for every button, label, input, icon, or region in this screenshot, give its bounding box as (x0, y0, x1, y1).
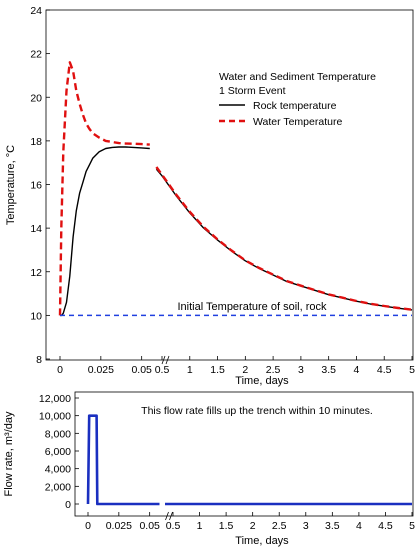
flow-y-tick-label: 8,000 (45, 428, 71, 440)
temperature-chart: 8 10 12 14 16 18 20 22 24 0 0.025 0.05 0.5 1 1.5 2 2.5 3… (5, 5, 415, 387)
temperature-y-tick-label: 18 (30, 136, 42, 148)
flow-x-tick-label: 3 (303, 520, 309, 532)
temperature-x-tick-label: 1 (187, 364, 193, 376)
legend-title-line1: Water and Sediment Temperature (219, 71, 376, 83)
rock-temperature-segment2 (155, 168, 413, 311)
flow-x-tick-label: 0.5 (166, 520, 181, 532)
flow-x-tick-label: 0.05 (139, 520, 160, 532)
temperature-x-tick-label: 3.5 (321, 364, 336, 376)
legend-water-label: Water Temperature (253, 116, 342, 128)
temperature-y-tick-label: 14 (30, 223, 42, 235)
flow-rate-series (86, 414, 412, 506)
temperature-y-tick-label: 16 (30, 180, 42, 192)
flow-x-tick-label: 5 (409, 520, 415, 532)
temperature-x-tick-label: 0 (57, 364, 63, 376)
flow-y-tick-label: 0 (65, 499, 71, 511)
temperature-y-axis-label: Temperature, °C (5, 145, 17, 225)
rock-temperature-segment1 (60, 146, 150, 317)
flow-axis-break-mark (169, 511, 173, 521)
temperature-x-tick-label: 0.05 (131, 364, 152, 376)
flow-y-tick-label: 10,000 (39, 411, 71, 423)
water-temperature-segment2 (155, 166, 413, 311)
temperature-x-tick-label: 4 (354, 364, 360, 376)
flow-x-tick-label: 1 (197, 520, 203, 532)
temperature-y-ticks: 8 10 12 14 16 18 20 22 24 (30, 5, 50, 366)
flow-x-tick-label: 4 (356, 520, 362, 532)
flow-x-tick-label: 0 (85, 520, 91, 532)
temperature-y-tick-label: 24 (30, 5, 42, 17)
flow-rate-y-axis-label: Flow rate, m³/day (3, 411, 15, 496)
flow-rate-annotation: This flow rate fills up the trench withi… (141, 405, 373, 417)
water-temperature-segment1 (58, 61, 150, 316)
flow-y-tick-label: 6,000 (45, 446, 71, 458)
temperature-x-tick-label: 5 (409, 364, 415, 376)
flow-rate-y-ticks: 0 2,000 4,000 6,000 8,000 10,000 12,000 (39, 393, 79, 511)
flow-x-tick-label: 0.025 (106, 520, 132, 532)
legend-title-line2: 1 Storm Event (219, 85, 286, 97)
flow-rate-plot-frame (74, 391, 414, 517)
flow-x-tick-label: 4.5 (378, 520, 393, 532)
flow-series-segment1 (86, 414, 160, 506)
flow-x-tick-label: 2 (250, 520, 256, 532)
temperature-x-axis-label: Time, days (235, 375, 289, 387)
temperature-series (58, 61, 413, 317)
flow-x-tick-label: 2.5 (272, 520, 287, 532)
initial-temperature-annotation: Initial Temperature of soil, rock (178, 301, 327, 313)
temperature-y-tick-label: 12 (30, 267, 42, 279)
temperature-x-tick-label: 0.025 (88, 364, 114, 376)
flow-rate-x-ticks: 0 0.025 0.05 0.5 1 1.5 2 2.5 3 3.5 4 4.5 5 (85, 511, 415, 532)
flow-y-tick-label: 4,000 (45, 464, 71, 476)
flow-axis-break-mark (165, 511, 169, 521)
temperature-axis-break-mark (165, 355, 170, 365)
flow-rate-chart: 0 2,000 4,000 6,000 8,000 10,000 12,000 0 0.025… (3, 391, 415, 547)
temperature-legend: Water and Sediment Temperature 1 Storm E… (211, 67, 388, 131)
flow-y-tick-label: 12,000 (39, 393, 71, 405)
temperature-y-tick-label: 20 (30, 92, 42, 104)
flow-rate-x-axis-label: Time, days (235, 535, 289, 547)
temperature-x-tick-label: 3 (298, 364, 304, 376)
flow-x-tick-label: 1.5 (219, 520, 234, 532)
legend-rock-label: Rock temperature (253, 100, 337, 112)
flow-x-tick-label: 3.5 (325, 520, 340, 532)
temperature-plot-frame (45, 9, 414, 361)
temperature-x-tick-label: 1.5 (210, 364, 225, 376)
temperature-axis-break-mark (161, 355, 166, 365)
temperature-y-tick-label: 10 (30, 310, 42, 322)
flow-y-tick-label: 2,000 (45, 481, 71, 493)
temperature-x-ticks: 0 0.025 0.05 0.5 1 1.5 2 2.5 3 3.5 4 4.5 5 (57, 355, 415, 376)
temperature-x-tick-label: 2.5 (266, 364, 281, 376)
temperature-y-tick-label: 8 (36, 354, 42, 366)
temperature-y-tick-label: 22 (30, 49, 42, 61)
temperature-x-tick-label: 4.5 (377, 364, 392, 376)
temperature-x-tick-label: 2 (242, 364, 248, 376)
temperature-x-tick-label: 0.5 (155, 364, 170, 376)
